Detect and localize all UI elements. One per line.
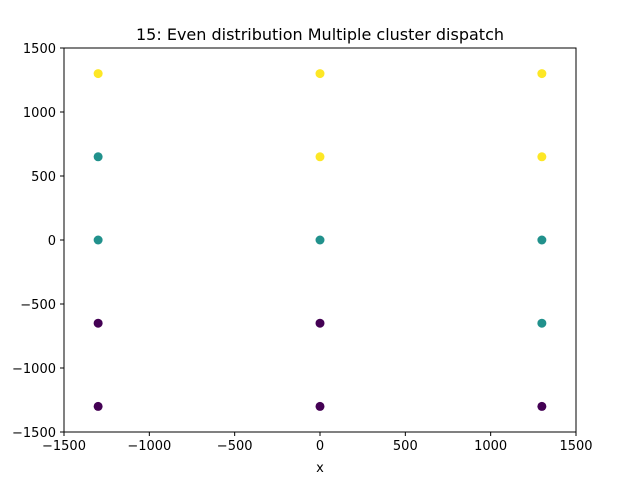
x-tick-label: −1000 [127,439,171,454]
y-tick-label: 1500 [23,42,56,57]
scatter-point [93,152,103,162]
chart-title: 15: Even distribution Multiple cluster d… [136,25,504,44]
scatter-point [93,69,103,79]
scatter-point [315,152,325,162]
scatter-point [93,318,103,328]
scatter-point [537,318,547,328]
scatter-point [537,235,547,245]
y-tick-label: 500 [31,170,56,185]
y-tick-label: 0 [48,234,56,249]
scatter-point [315,318,325,328]
y-tick-label: 1000 [23,106,56,121]
y-tick-label: −1500 [12,426,56,441]
y-tick-label: −500 [20,298,56,313]
axis-ticks: −1500 −1000 −500 0 500 1000 1500 −1500 −1000 −500… [12,42,593,454]
scatter-point [537,69,547,79]
x-axis-label: x [316,461,324,476]
scatter-point [537,401,547,411]
x-tick-label: 1500 [559,439,592,454]
x-tick-label: 0 [316,439,324,454]
scatter-point [315,69,325,79]
plot-area-frame [63,47,577,433]
scatter-point [93,401,103,411]
x-tick-label: −500 [217,439,253,454]
scatter-point [93,235,103,245]
scatter-point [315,401,325,411]
scatter-point [315,235,325,245]
data-points [93,69,547,411]
x-tick-label: 500 [393,439,418,454]
x-tick-label: −1500 [42,439,86,454]
y-tick-label: −1000 [12,362,56,377]
x-tick-label: 1000 [474,439,507,454]
scatter-point [537,152,547,162]
